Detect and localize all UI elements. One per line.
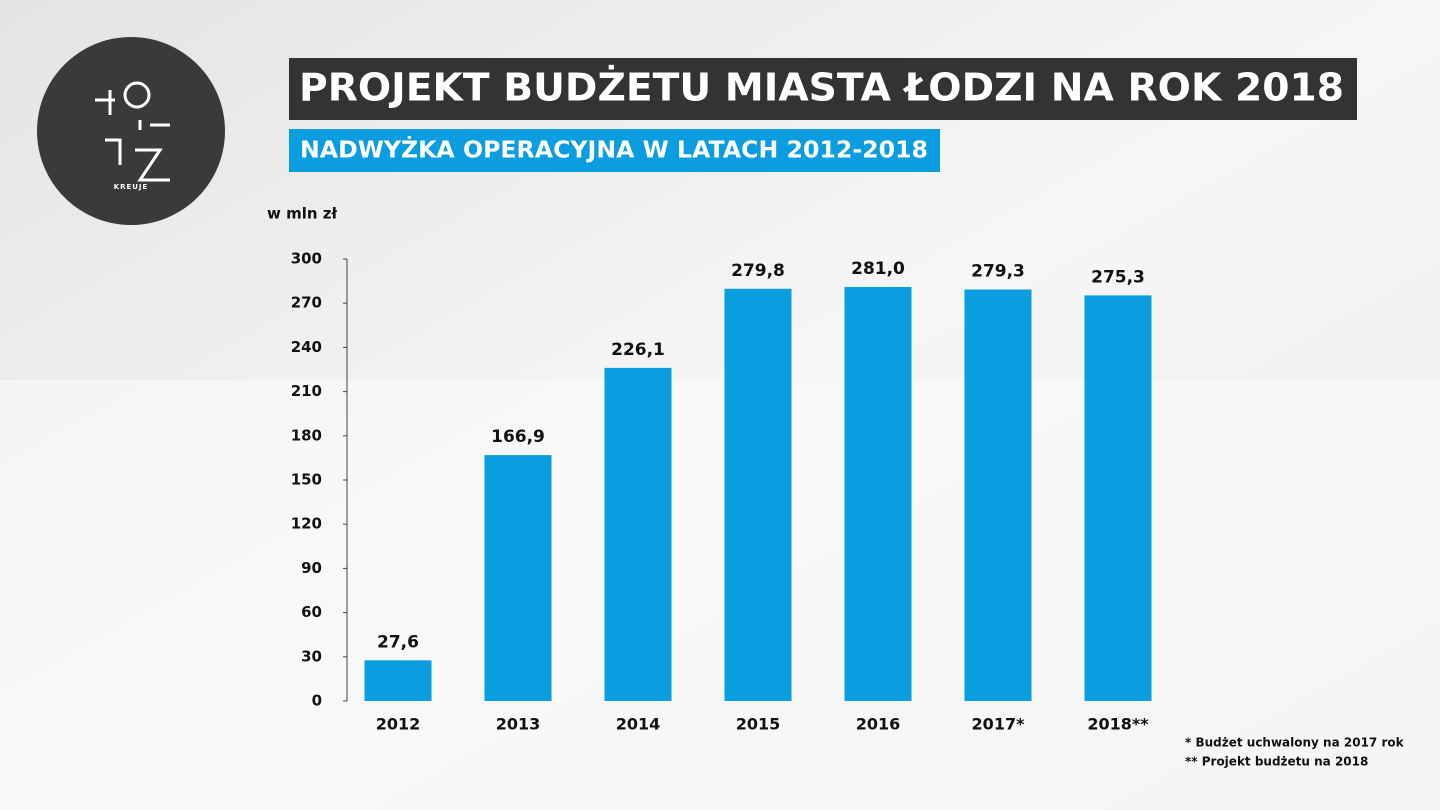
- title-box: [289, 58, 1357, 120]
- y-tick-label: 240: [291, 338, 322, 356]
- value-label: 166,9: [491, 427, 545, 447]
- x-tick-label: 2016: [856, 715, 901, 734]
- x-tick-label: 2013: [496, 715, 541, 734]
- subtitle-box: [289, 129, 940, 172]
- bar: [364, 660, 432, 701]
- bar: [1084, 295, 1152, 701]
- x-tick-label: 2018**: [1087, 715, 1149, 734]
- bar: [724, 288, 792, 701]
- y-tick-label: 270: [291, 294, 322, 312]
- chart-subtitle: NADWYŻKA OPERACYJNA W LATACH 2012-2018: [300, 136, 928, 164]
- y-tick-label: 0: [312, 692, 322, 710]
- x-tick-label: 2014: [616, 715, 661, 734]
- x-tick-label: 2017*: [972, 715, 1026, 734]
- y-tick-label: 150: [291, 471, 322, 489]
- y-tick-label: 60: [301, 603, 322, 621]
- bar: [844, 286, 912, 701]
- bar: [484, 455, 552, 701]
- y-tick-label: 300: [291, 250, 322, 268]
- y-tick-label: 210: [291, 382, 322, 400]
- logo-circle: [37, 37, 225, 225]
- bar: [964, 289, 1032, 701]
- value-label: 27,6: [377, 632, 419, 652]
- y-tick-label: 180: [291, 426, 322, 444]
- chart-title: PROJEKT BUDŻETU MIASTA ŁODZI NA ROK 2018: [299, 66, 1344, 110]
- y-tick-label: 30: [301, 647, 322, 665]
- y-axis-label: w mln zł: [267, 205, 337, 223]
- value-label: 275,3: [1091, 267, 1145, 287]
- logo: KREUJE: [37, 37, 225, 225]
- bar: [604, 367, 672, 701]
- background-fade: [0, 380, 1440, 810]
- value-label: 281,0: [851, 259, 905, 279]
- x-tick-label: 2015: [736, 715, 781, 734]
- value-label: 279,3: [971, 261, 1025, 281]
- y-tick-label: 120: [291, 515, 322, 533]
- y-tick-label: 90: [301, 559, 322, 577]
- footnote: * Budżet uchwalony na 2017 rok: [1185, 736, 1405, 750]
- logo-mark: [95, 81, 170, 182]
- logo-text: KREUJE: [114, 183, 149, 191]
- x-tick-label: 2012: [376, 715, 421, 734]
- footnote: ** Projekt budżetu na 2018: [1185, 755, 1368, 769]
- value-label: 226,1: [611, 340, 665, 360]
- value-label: 279,8: [731, 261, 785, 281]
